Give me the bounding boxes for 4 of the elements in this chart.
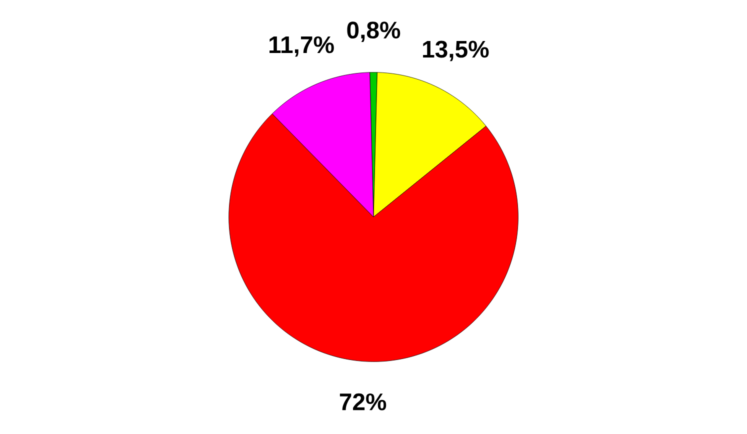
data-label: 72% [340, 393, 386, 410]
data-label: 13,5% [423, 40, 489, 62]
data-label: 0,8% [347, 22, 400, 42]
data-label: 11,7% [270, 36, 334, 57]
